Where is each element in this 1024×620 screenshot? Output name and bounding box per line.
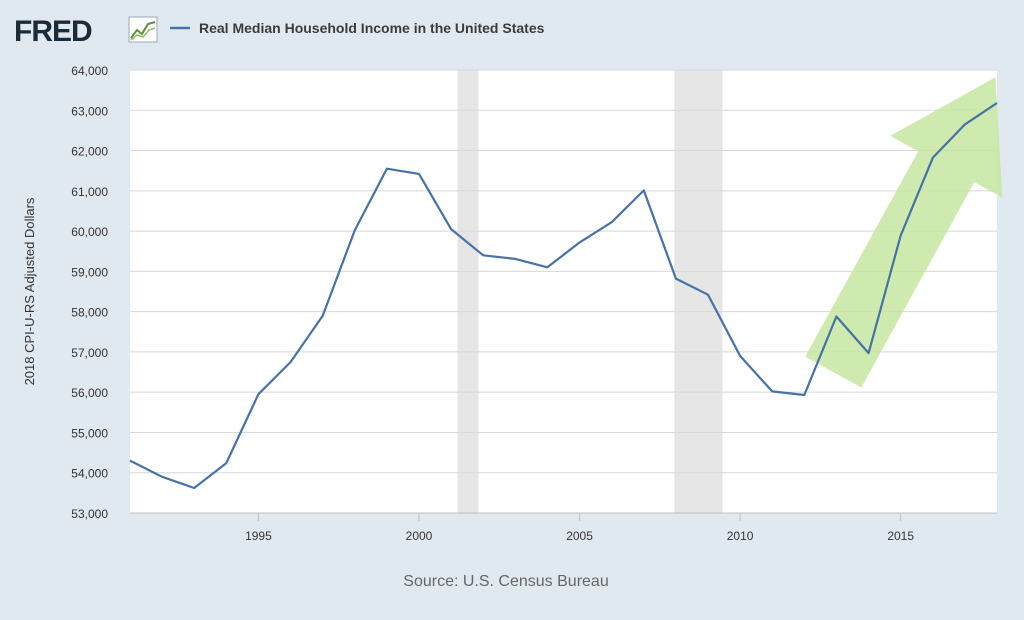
data-point[interactable] (866, 350, 872, 356)
data-point[interactable] (416, 171, 422, 177)
legend-label: Real Median Household Income in the Unit… (199, 20, 545, 36)
y-axis-label: 2018 CPI-U-RS Adjusted Dollars (22, 197, 37, 385)
data-point[interactable] (833, 313, 839, 319)
x-tick-label: 1995 (245, 529, 272, 543)
y-tick-label: 55,000 (71, 426, 108, 440)
data-point[interactable] (544, 264, 550, 270)
data-point[interactable] (641, 187, 647, 193)
data-point[interactable] (994, 100, 1000, 106)
x-tick-label: 2010 (727, 529, 754, 543)
y-tick-label: 57,000 (71, 346, 108, 360)
y-tick-label: 53,000 (71, 507, 108, 521)
x-tick-label: 2000 (406, 529, 433, 543)
data-point[interactable] (673, 276, 679, 282)
data-point[interactable] (320, 313, 326, 319)
data-point[interactable] (352, 227, 358, 233)
recession-bands (457, 70, 723, 513)
data-point[interactable] (255, 391, 261, 397)
data-point[interactable] (737, 353, 743, 359)
y-tick-label: 63,000 (71, 104, 108, 118)
data-point[interactable] (127, 458, 133, 464)
data-point[interactable] (705, 292, 711, 298)
data-point[interactable] (609, 219, 615, 225)
data-point[interactable] (480, 252, 486, 258)
data-point[interactable] (769, 388, 775, 394)
x-tick-label: 2005 (566, 529, 593, 543)
x-tick-label: 2015 (887, 529, 914, 543)
y-tick-label: 62,000 (71, 145, 108, 159)
data-point[interactable] (384, 166, 390, 172)
y-tick-label: 64,000 (71, 64, 108, 78)
source-note: Source: U.S. Census Bureau (403, 573, 608, 590)
trend-arrow-annotation (805, 77, 1003, 388)
y-tick-label: 54,000 (71, 467, 108, 481)
y-tick-label: 56,000 (71, 386, 108, 400)
y-tick-label: 58,000 (71, 306, 108, 320)
data-point[interactable] (801, 392, 807, 398)
y-axis-ticks: 53,000 54,000 55,000 56,000 57,000 58,000 59,0… (71, 64, 108, 521)
data-point[interactable] (898, 233, 904, 239)
recession-band (457, 70, 479, 513)
data-point[interactable] (223, 460, 229, 466)
trend-arrow-shape (805, 77, 1003, 388)
series-line[interactable] (129, 102, 998, 490)
data-point[interactable] (159, 474, 165, 480)
recession-band (674, 70, 723, 513)
y-tick-label: 61,000 (71, 185, 108, 199)
fred-logo-text: FRED (14, 15, 92, 48)
y-tick-label: 59,000 (71, 265, 108, 279)
data-point[interactable] (512, 256, 518, 262)
x-axis-ticks: 1995 2000 2005 2010 2015 (130, 512, 997, 543)
data-point[interactable] (448, 226, 454, 232)
series-layer[interactable] (127, 100, 1000, 491)
data-point[interactable] (191, 485, 197, 491)
data-point[interactable] (577, 239, 583, 245)
y-tick-label: 60,000 (71, 225, 108, 239)
legend[interactable]: Real Median Household Income in the Unit… (170, 20, 545, 36)
fred-logo-chart-icon (128, 16, 158, 43)
data-point[interactable] (930, 155, 936, 161)
fred-logo[interactable]: FRED (14, 15, 158, 48)
data-point[interactable] (962, 121, 968, 127)
data-point[interactable] (288, 359, 294, 365)
